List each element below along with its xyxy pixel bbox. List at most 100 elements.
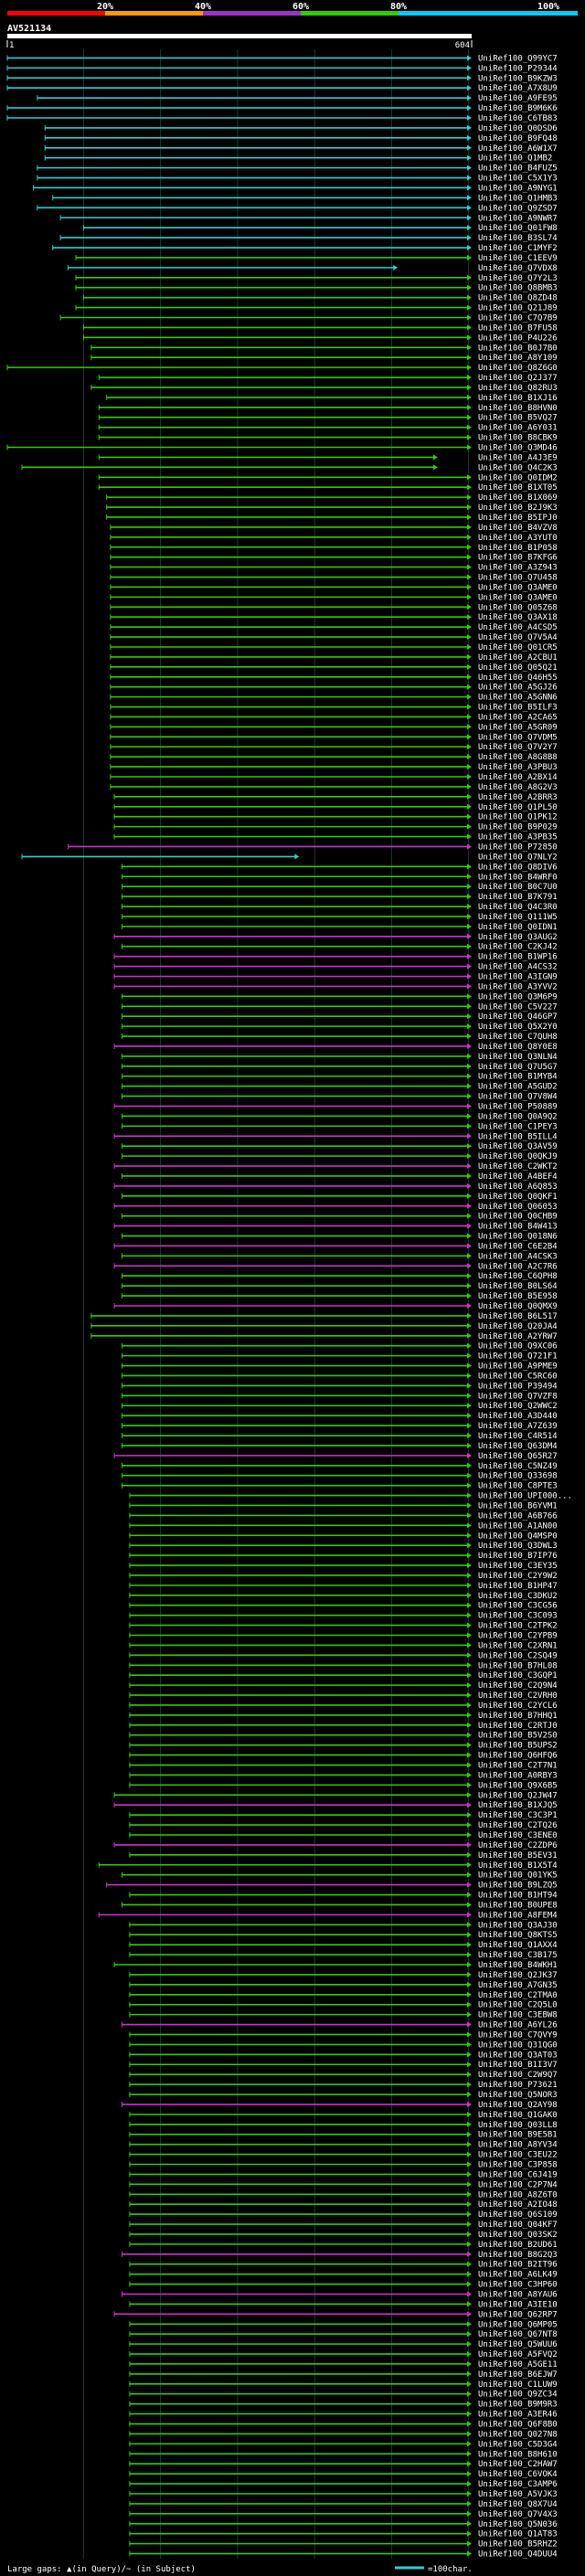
hit-row[interactable]: UniRef100_C5D3G4 [129,2440,558,2449]
hit-row[interactable]: UniRef100_A5GNN6 [110,694,558,703]
hit-label[interactable]: UniRef100_Q1PK12 [478,813,558,822]
hit-label[interactable]: UniRef100_A2CA65 [478,713,558,722]
hit-label[interactable]: UniRef100_B9LZQ5 [478,1882,558,1891]
hit-label[interactable]: UniRef100_A7GN35 [478,1981,558,1990]
hit-row[interactable]: UniRef100_C6J419 [129,2170,558,2179]
hit-label[interactable]: UniRef100_B5EV31 [478,1851,558,1860]
hit-label[interactable]: UniRef100_A2YRW7 [478,1332,558,1341]
hit-row[interactable]: UniRef100_Q5NOR3 [129,2091,558,2100]
hit-label[interactable]: UniRef100_Q1HMB3 [478,194,558,203]
hit-row[interactable]: UniRef100_B6EJW7 [129,2370,558,2380]
hit-label[interactable]: UniRef100_P4U226 [478,334,558,343]
hit-row[interactable]: UniRef100_Q82RU3 [90,384,558,393]
hit-label[interactable]: UniRef100_C2T7N1 [478,1762,558,1771]
hit-label[interactable]: UniRef100_A4J3E9 [478,453,558,462]
hit-label[interactable]: UniRef100_Q5X2Y0 [478,1023,558,1032]
hit-label[interactable]: UniRef100_Q5NOR3 [478,2091,558,2100]
hit-label[interactable]: UniRef100_C2RTJ0 [478,1722,558,1731]
hit-label[interactable]: UniRef100_Q3AT03 [478,2051,558,2060]
hit-label[interactable]: UniRef100_A5GUD2 [478,1083,558,1092]
hit-row[interactable]: UniRef100_C3EU22 [129,2151,558,2160]
hit-label[interactable]: UniRef100_Q8DIV6 [478,863,558,872]
hit-label[interactable]: UniRef100_A1AN00 [478,1521,558,1531]
hit-label[interactable]: UniRef100_B2IT96 [478,2261,558,2270]
hit-row[interactable]: UniRef100_A9NYG1 [33,184,558,193]
hit-row[interactable]: UniRef100_C2Q5L0 [129,2001,558,2010]
hit-label[interactable]: UniRef100_Q7VZF8 [478,1392,558,1401]
hit-row[interactable]: UniRef100_Q3AX18 [110,613,558,622]
hit-label[interactable]: UniRef100_A4CS32 [478,963,558,972]
hit-row[interactable]: UniRef100_C7Q7B9 [59,313,558,323]
hit-row[interactable]: UniRef100_Q6MP05 [129,2320,558,2329]
hit-row[interactable]: UniRef100_Q1AXX4 [129,1941,558,1950]
hit-row[interactable]: UniRef100_A7GN35 [129,1981,558,1990]
hit-label[interactable]: UniRef100_B1X5T4 [478,1861,558,1871]
hit-label[interactable]: UniRef100_Q9ZC34 [478,2390,558,2400]
hit-row[interactable]: UniRef100_A5GR09 [110,723,558,732]
hit-row[interactable]: UniRef100_Q1HMB3 [52,194,558,203]
hit-label[interactable]: UniRef100_P29344 [478,64,558,73]
hit-row[interactable]: UniRef100_C2TPK2 [129,1622,558,1631]
hit-row[interactable]: UniRef100_Q3MD46 [6,444,558,453]
hit-label[interactable]: UniRef100_Q8ZD48 [478,294,558,303]
hit-label[interactable]: UniRef100_C3ENE0 [478,1831,558,1840]
hit-label[interactable]: UniRef100_Q7Y2L3 [478,274,558,283]
hit-row[interactable]: UniRef100_Q4MSP0 [129,1532,558,1541]
hit-label[interactable]: UniRef100_Q0DSD6 [478,124,558,133]
hit-row[interactable]: UniRef100_Q3AME0 [110,593,558,602]
hit-row[interactable]: UniRef100_Q3AJ30 [129,1921,558,1930]
hit-row[interactable]: UniRef100_Q0A9Q2 [122,1112,558,1121]
hit-label[interactable]: UniRef100_Q05Z68 [478,603,558,612]
hit-row[interactable]: UniRef100_C1MYF2 [52,244,558,253]
hit-row[interactable]: UniRef100_Q0DSD6 [44,124,558,133]
hit-label[interactable]: UniRef100_A6Y031 [478,424,558,433]
hit-row[interactable]: UniRef100_B5V2S0 [129,1732,558,1741]
hit-row[interactable]: UniRef100_Q3AV59 [122,1142,558,1151]
hit-row[interactable]: UniRef100_Q7U5G7 [122,1063,558,1072]
hit-row[interactable]: UniRef100_A3ER46 [129,2411,558,2420]
hit-label[interactable]: UniRef100_C4R514 [478,1432,558,1441]
hit-row[interactable]: UniRef100_Q8X7U4 [129,2500,558,2509]
hit-row[interactable]: UniRef100_Q0QKJ9 [122,1152,558,1161]
hit-label[interactable]: UniRef100_Q65R27 [478,1452,558,1461]
hit-label[interactable]: UniRef100_Q5N036 [478,2520,558,2529]
hit-label[interactable]: UniRef100_Q1AT83 [478,2530,558,2539]
hit-label[interactable]: UniRef100_Q9ZSD7 [478,204,558,213]
hit-label[interactable]: UniRef100_Q9X6B5 [478,1781,558,1790]
hit-row[interactable]: UniRef100_B0UPE8 [122,1901,558,1910]
hit-label[interactable]: UniRef100_C2ZDP6 [478,1841,558,1850]
hit-row[interactable]: UniRef100_C5V227 [122,1002,558,1012]
hit-row[interactable]: UniRef100_C2YCL6 [129,1701,558,1711]
hit-row[interactable]: UniRef100_B5ILL4 [113,1132,558,1141]
hit-label[interactable]: UniRef100_Q2JK37 [478,1971,558,1980]
hit-row[interactable]: UniRef100_Q03LL8 [129,2121,558,2130]
hit-row[interactable]: UniRef100_A2BX14 [110,773,558,782]
hit-label[interactable]: UniRef100_Q7V2Y7 [478,743,558,752]
hit-label[interactable]: UniRef100_C2YCL6 [478,1701,558,1711]
hit-row[interactable]: UniRef100_B2IT96 [129,2261,558,2270]
hit-row[interactable]: UniRef100_A3D440 [122,1412,558,1421]
hit-label[interactable]: UniRef100_C2VRH0 [478,1691,558,1701]
hit-label[interactable]: UniRef100_B8G2Q3 [478,2251,558,2260]
hit-row[interactable]: UniRef100_Q3AT03 [129,2051,558,2060]
hit-row[interactable]: UniRef100_C6VOK4 [129,2470,558,2479]
hit-label[interactable]: UniRef100_B1X069 [478,493,558,503]
hit-label[interactable]: UniRef100_Q0QKJ9 [478,1152,558,1161]
hit-row[interactable]: UniRef100_B5EV31 [129,1851,558,1860]
hit-row[interactable]: UniRef100_Q1MB2 [44,154,552,164]
hit-label[interactable]: UniRef100_B9P029 [478,823,558,832]
hit-label[interactable]: UniRef100_Q3DWL3 [478,1542,558,1551]
hit-row[interactable]: UniRef100_B8G2Q3 [122,2251,558,2260]
hit-row[interactable]: UniRef100_Q8ZD48 [82,294,558,303]
hit-row[interactable]: UniRef100_A9FE95 [37,94,558,103]
hit-label[interactable]: UniRef100_B1HP47 [478,1582,558,1591]
hit-row[interactable]: UniRef100_A4CSK3 [122,1252,558,1261]
hit-row[interactable]: UniRef100_B1X5T4 [98,1861,558,1871]
hit-row[interactable]: UniRef100_Q2JK37 [129,1971,558,1980]
hit-row[interactable]: UniRef100_A7X8U9 [6,84,558,93]
hit-label[interactable]: UniRef100_A6B766 [478,1511,558,1521]
hit-row[interactable]: UniRef100_A3PB35 [113,833,558,843]
hit-row[interactable]: UniRef100_B7HL08 [129,1661,558,1670]
hit-row[interactable]: UniRef100_A5FVQ2 [129,2350,558,2359]
hit-row[interactable]: UniRef100_Q5X2Y0 [122,1023,558,1032]
